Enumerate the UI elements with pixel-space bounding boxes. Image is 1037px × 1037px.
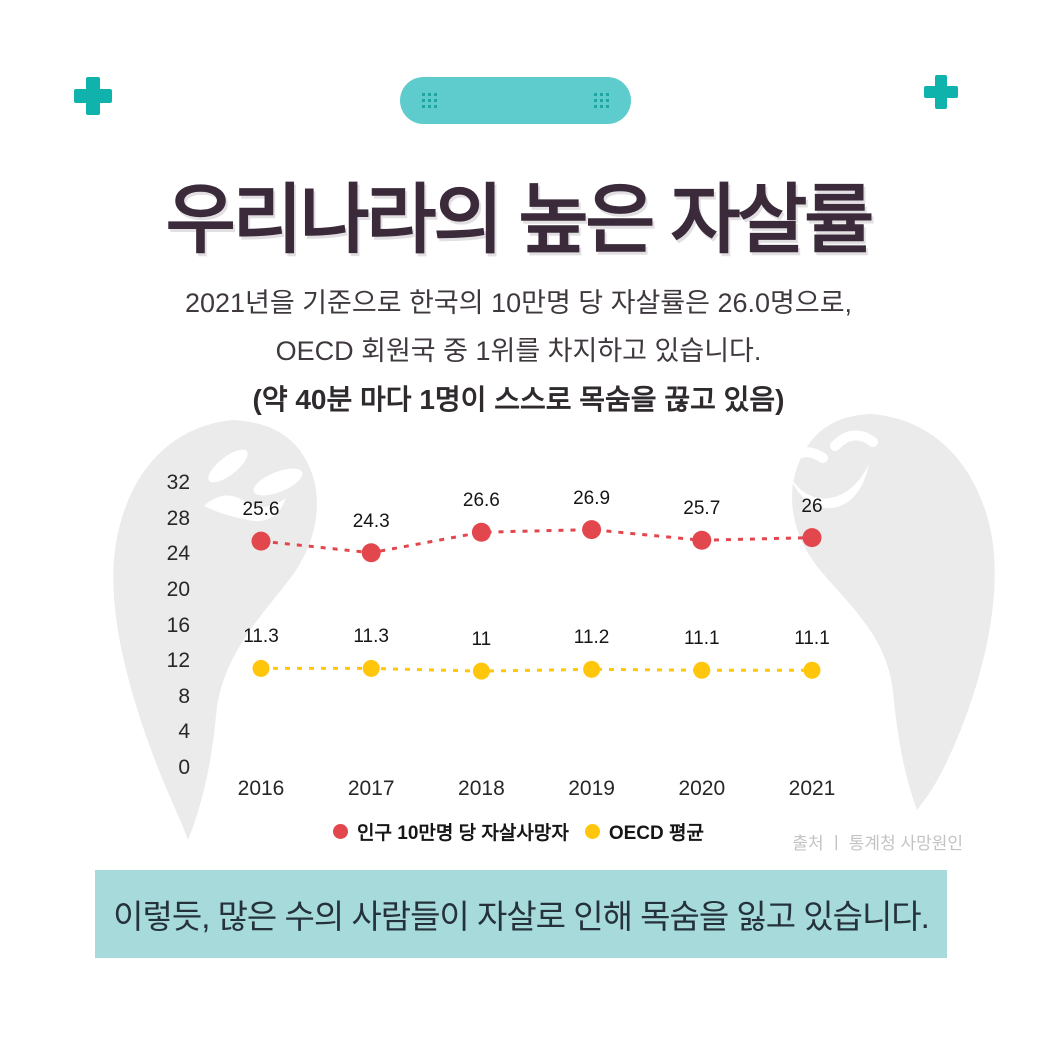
ghost-left-illustration	[113, 420, 317, 840]
data-point-label: 11.1	[684, 628, 720, 650]
legend-yellow-dot-icon	[584, 824, 600, 839]
x-axis-label: 2019	[568, 777, 615, 800]
y-axis-tick: 0	[178, 756, 190, 779]
header-pill-ornament	[400, 77, 631, 124]
y-axis-tick: 24	[166, 542, 190, 566]
x-axis-label: 2017	[347, 777, 395, 800]
data-point-label: 25.7	[683, 498, 721, 520]
data-point	[582, 520, 602, 540]
x-axis-label: 2021	[788, 777, 836, 800]
bottom-banner: 이렇듯, 많은 수의 사람들이 자살로 인해 목숨을 잃고 있습니다.	[95, 870, 947, 958]
data-point	[472, 662, 490, 680]
data-point-label: 26.6	[462, 490, 500, 512]
legend-item-suicide-rate: 인구 10만명 당 자살사망자	[333, 818, 569, 845]
data-point-label: 11.3	[243, 626, 279, 648]
chart-legend: 인구 10만명 당 자살사망자 OECD 평균	[0, 818, 1037, 845]
data-point	[362, 659, 380, 677]
y-axis-tick: 4	[178, 720, 190, 744]
ghost-right-illustration	[780, 414, 995, 810]
data-point-label: 11.2	[573, 627, 610, 649]
y-axis-tick: 32	[166, 471, 190, 495]
x-axis-label: 2018	[458, 777, 505, 800]
dot-grid-icon	[594, 93, 609, 108]
subtitle-line-3: (약 40분 마다 1명이 스스로 목숨을 끊고 있음)	[252, 384, 785, 415]
data-point-label: 11.3	[353, 626, 389, 648]
data-point-label: 26	[801, 495, 823, 517]
data-point	[471, 522, 491, 542]
series-line	[260, 528, 813, 555]
legend-label: OECD 평균	[608, 823, 704, 844]
y-axis-tick: 20	[166, 578, 190, 601]
y-axis-tick: 28	[166, 506, 190, 530]
series-line	[261, 666, 812, 673]
subtitle-line-2: OECD 회원국 중 1위를 차지하고 있습니다.	[275, 336, 762, 366]
x-axis-label: 2020	[678, 777, 726, 800]
data-point-label: 11	[471, 629, 492, 651]
subtitle-line-1: 2021년을 기준으로 한국의 10만명 당 자살률은 26.0명으로,	[184, 288, 853, 318]
data-point-label: 26.9	[573, 487, 611, 509]
data-point	[693, 661, 711, 679]
source-credit: 출처 ㅣ 통계청 사망원인	[792, 834, 963, 853]
banner-text: 이렇듯, 많은 수의 사람들이 자살로 인해 목숨을 잃고 있습니다.	[113, 898, 930, 935]
legend-label: 인구 10만명 당 자살사망자	[357, 823, 569, 844]
plus-icon	[74, 77, 112, 115]
x-axis-label: 2016	[237, 777, 285, 800]
legend-item-oecd-average: OECD 평균	[584, 818, 704, 845]
data-point	[361, 543, 381, 563]
legend-red-dot-icon	[333, 824, 349, 839]
page-title: 우리나라의 높은 자살률	[165, 178, 874, 263]
data-point	[583, 660, 601, 678]
data-point	[692, 530, 712, 550]
dot-grid-icon	[422, 93, 437, 108]
y-axis-tick: 16	[166, 613, 190, 637]
y-axis-tick: 12	[166, 649, 190, 673]
data-point-label: 25.6	[242, 499, 280, 521]
data-point-label: 24.3	[352, 510, 390, 532]
y-axis-tick: 8	[178, 684, 190, 708]
data-point-label: 11.1	[794, 628, 830, 650]
plus-icon	[924, 75, 958, 109]
